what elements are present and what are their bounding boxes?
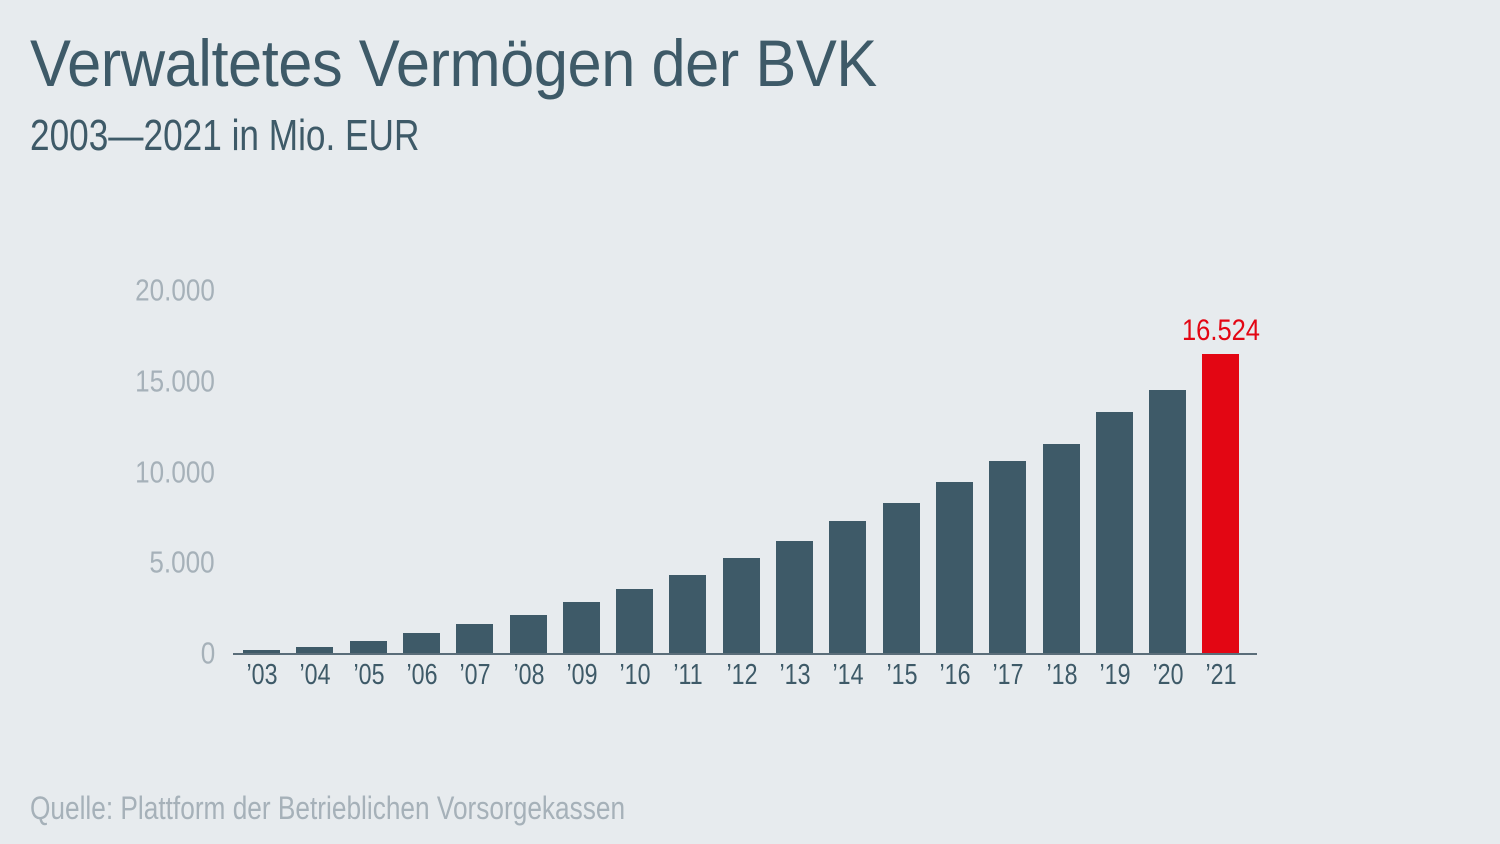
bar-2007 [456, 624, 493, 654]
source-note: Quelle: Plattform der Betrieblichen Vors… [30, 790, 626, 826]
x-tick-2013: ’13 [779, 659, 810, 691]
x-tick-2005: ’05 [353, 659, 384, 691]
x-tick-2017: ’17 [992, 659, 1023, 691]
bar-2021 [1202, 354, 1239, 654]
bar-2020 [1149, 390, 1186, 654]
x-tick-2011: ’11 [672, 659, 703, 691]
highlight-value-label: 16.524 [1181, 314, 1260, 348]
page-title: Verwaltetes Vermögen der BVK [30, 26, 877, 100]
x-tick-2015: ’15 [886, 659, 917, 691]
y-tick-5000: 5.000 [149, 544, 215, 580]
bar-2016 [936, 482, 973, 654]
bar-2014 [829, 521, 866, 654]
chart-subtitle: 2003—2021 in Mio. EUR [30, 111, 420, 160]
x-tick-2020: ’20 [1152, 659, 1183, 691]
x-tick-2007: ’07 [459, 659, 490, 691]
x-tick-2014: ’14 [832, 659, 863, 691]
bar-2017 [989, 461, 1026, 654]
x-tick-2008: ’08 [513, 659, 544, 691]
x-tick-2010: ’10 [619, 659, 650, 691]
x-tick-2018: ’18 [1046, 659, 1077, 691]
y-tick-20000: 20.000 [135, 272, 215, 308]
bar-2009 [563, 602, 600, 654]
y-tick-15000: 15.000 [135, 363, 215, 399]
bar-2019 [1096, 412, 1133, 654]
x-tick-2006: ’06 [406, 659, 437, 691]
x-tick-2019: ’19 [1099, 659, 1130, 691]
y-tick-0: 0 [200, 635, 215, 671]
bar-2008 [510, 615, 547, 654]
bar-2005 [350, 641, 387, 654]
x-tick-2016: ’16 [939, 659, 970, 691]
x-tick-2021: ’21 [1205, 659, 1236, 691]
x-tick-2012: ’12 [726, 659, 757, 691]
x-tick-2004: ’04 [299, 659, 330, 691]
bar-2013 [776, 541, 813, 654]
x-tick-2003: ’03 [246, 659, 277, 691]
bar-2011 [669, 575, 706, 654]
bar-2004 [296, 647, 333, 654]
bar-2018 [1043, 444, 1080, 654]
x-axis-line [233, 653, 1257, 655]
x-tick-2009: ’09 [566, 659, 597, 691]
y-tick-10000: 10.000 [135, 454, 215, 489]
bar-2003 [243, 650, 280, 654]
bar-2015 [883, 503, 920, 654]
bar-2006 [403, 633, 440, 654]
bar-2012 [723, 558, 760, 654]
bar-2010 [616, 589, 653, 654]
